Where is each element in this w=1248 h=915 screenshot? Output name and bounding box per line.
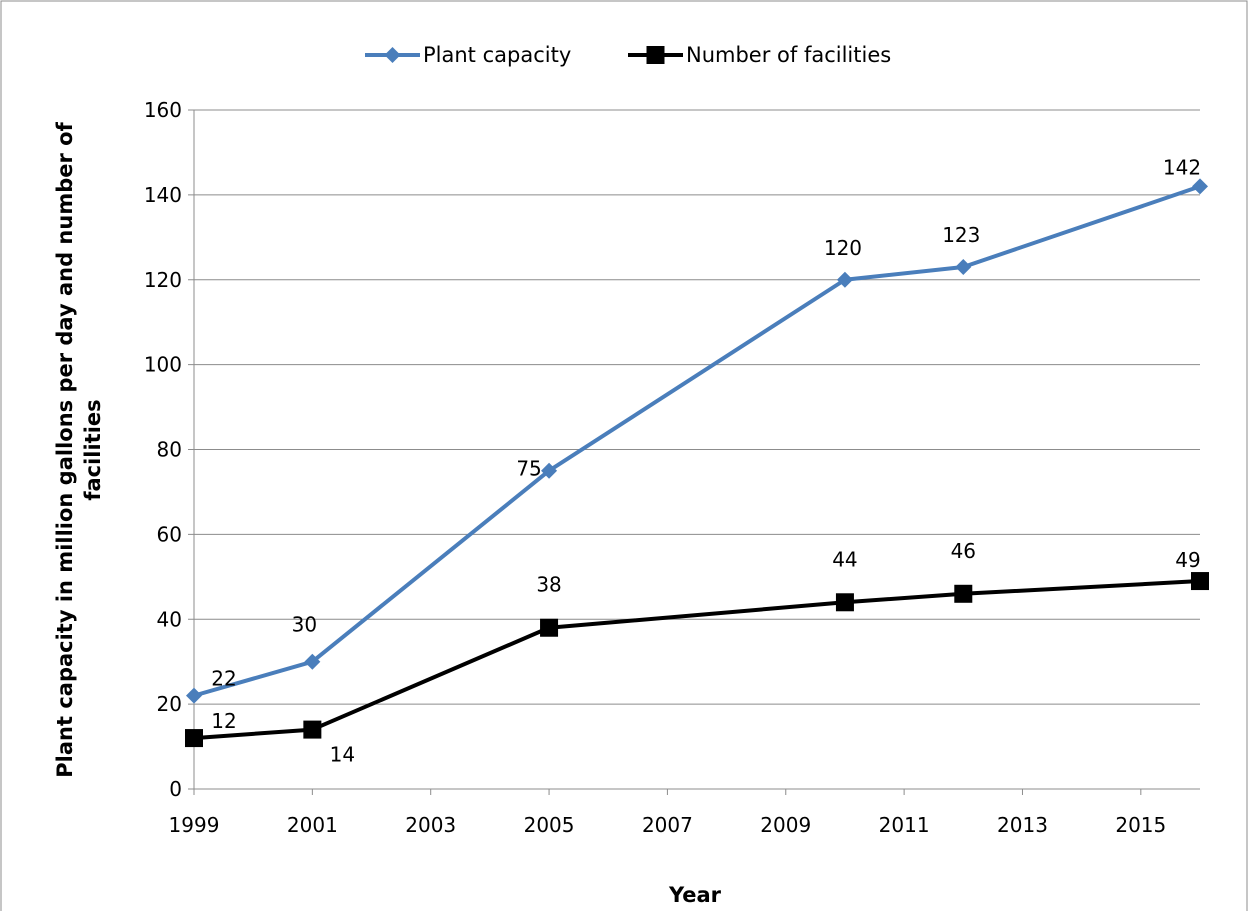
data-point-square	[835, 593, 854, 612]
axes: 0 20 40 60 80 100 120 140 160 1999 2001 2003 2005 200…	[144, 98, 1200, 837]
x-tick-label: 1999	[169, 813, 220, 837]
data-label: 22	[211, 667, 236, 691]
legend-diamond-marker	[384, 47, 401, 63]
y-tick-label: 120	[144, 268, 182, 292]
x-tick-label: 2011	[879, 813, 930, 837]
data-label: 30	[292, 613, 317, 637]
data-point-diamond	[1192, 178, 1208, 195]
x-tick-label: 2013	[997, 813, 1048, 837]
legend-label: Number of facilities	[686, 43, 891, 67]
y-tick-label: 100	[144, 353, 182, 377]
x-tick-label: 2003	[405, 813, 456, 837]
data-label: 142	[1163, 155, 1201, 179]
y-tick-label: 40	[157, 607, 182, 631]
y-axis-title-line: Plant capacity in million gallons per da…	[53, 121, 77, 777]
data-label: 75	[516, 457, 541, 481]
y-tick-label: 140	[144, 183, 182, 207]
x-tick-label: 2001	[287, 813, 338, 837]
data-point-diamond	[955, 259, 972, 276]
y-tick-label: 160	[144, 98, 182, 122]
y-axis-title: Plant capacity in million gallons per da…	[53, 121, 105, 777]
data-point-diamond	[541, 462, 558, 479]
data-label: 44	[832, 547, 857, 571]
series-line	[193, 184, 1201, 698]
data-point-diamond	[186, 687, 202, 704]
series-plant-capacity	[186, 178, 1208, 704]
data-point-diamond	[836, 271, 853, 288]
data-labels: 22 30 75 120 123 142 12 14 38 44 46 49	[211, 155, 1201, 766]
data-label: 46	[951, 539, 976, 563]
x-tick-label: 2015	[1115, 813, 1166, 837]
y-tick-label: 60	[157, 522, 182, 546]
data-point-square	[303, 720, 322, 739]
legend-item: Number of facilities	[628, 43, 891, 67]
data-label: 38	[536, 573, 561, 597]
gridlines	[194, 109, 1200, 705]
data-label: 12	[211, 709, 236, 733]
series-number-of-facilities	[185, 572, 1209, 748]
data-label: 120	[824, 236, 862, 260]
legend: Plant capacity Number of facilities	[365, 43, 891, 67]
data-point-square	[1191, 572, 1209, 591]
data-point-square	[954, 584, 973, 603]
data-point-square	[540, 618, 559, 637]
series-layer	[185, 178, 1209, 748]
data-label: 14	[330, 743, 355, 767]
x-tick-label: 2007	[642, 813, 693, 837]
data-point-diamond	[304, 653, 321, 670]
y-tick-label: 20	[157, 692, 182, 716]
data-label: 49	[1175, 548, 1200, 572]
y-tick-label: 80	[157, 438, 182, 462]
legend-label: Plant capacity	[423, 43, 571, 67]
y-tick-label: 0	[169, 777, 182, 801]
x-tick-label: 2005	[524, 813, 575, 837]
x-axis-title: Year	[668, 883, 722, 907]
y-axis-title-line: facilities	[81, 399, 105, 500]
series-line	[193, 579, 1201, 741]
data-label: 123	[942, 223, 980, 247]
data-point-square	[185, 729, 203, 748]
legend-item: Plant capacity	[365, 43, 571, 67]
x-tick-label: 2009	[760, 813, 811, 837]
legend-square-marker	[646, 46, 665, 64]
